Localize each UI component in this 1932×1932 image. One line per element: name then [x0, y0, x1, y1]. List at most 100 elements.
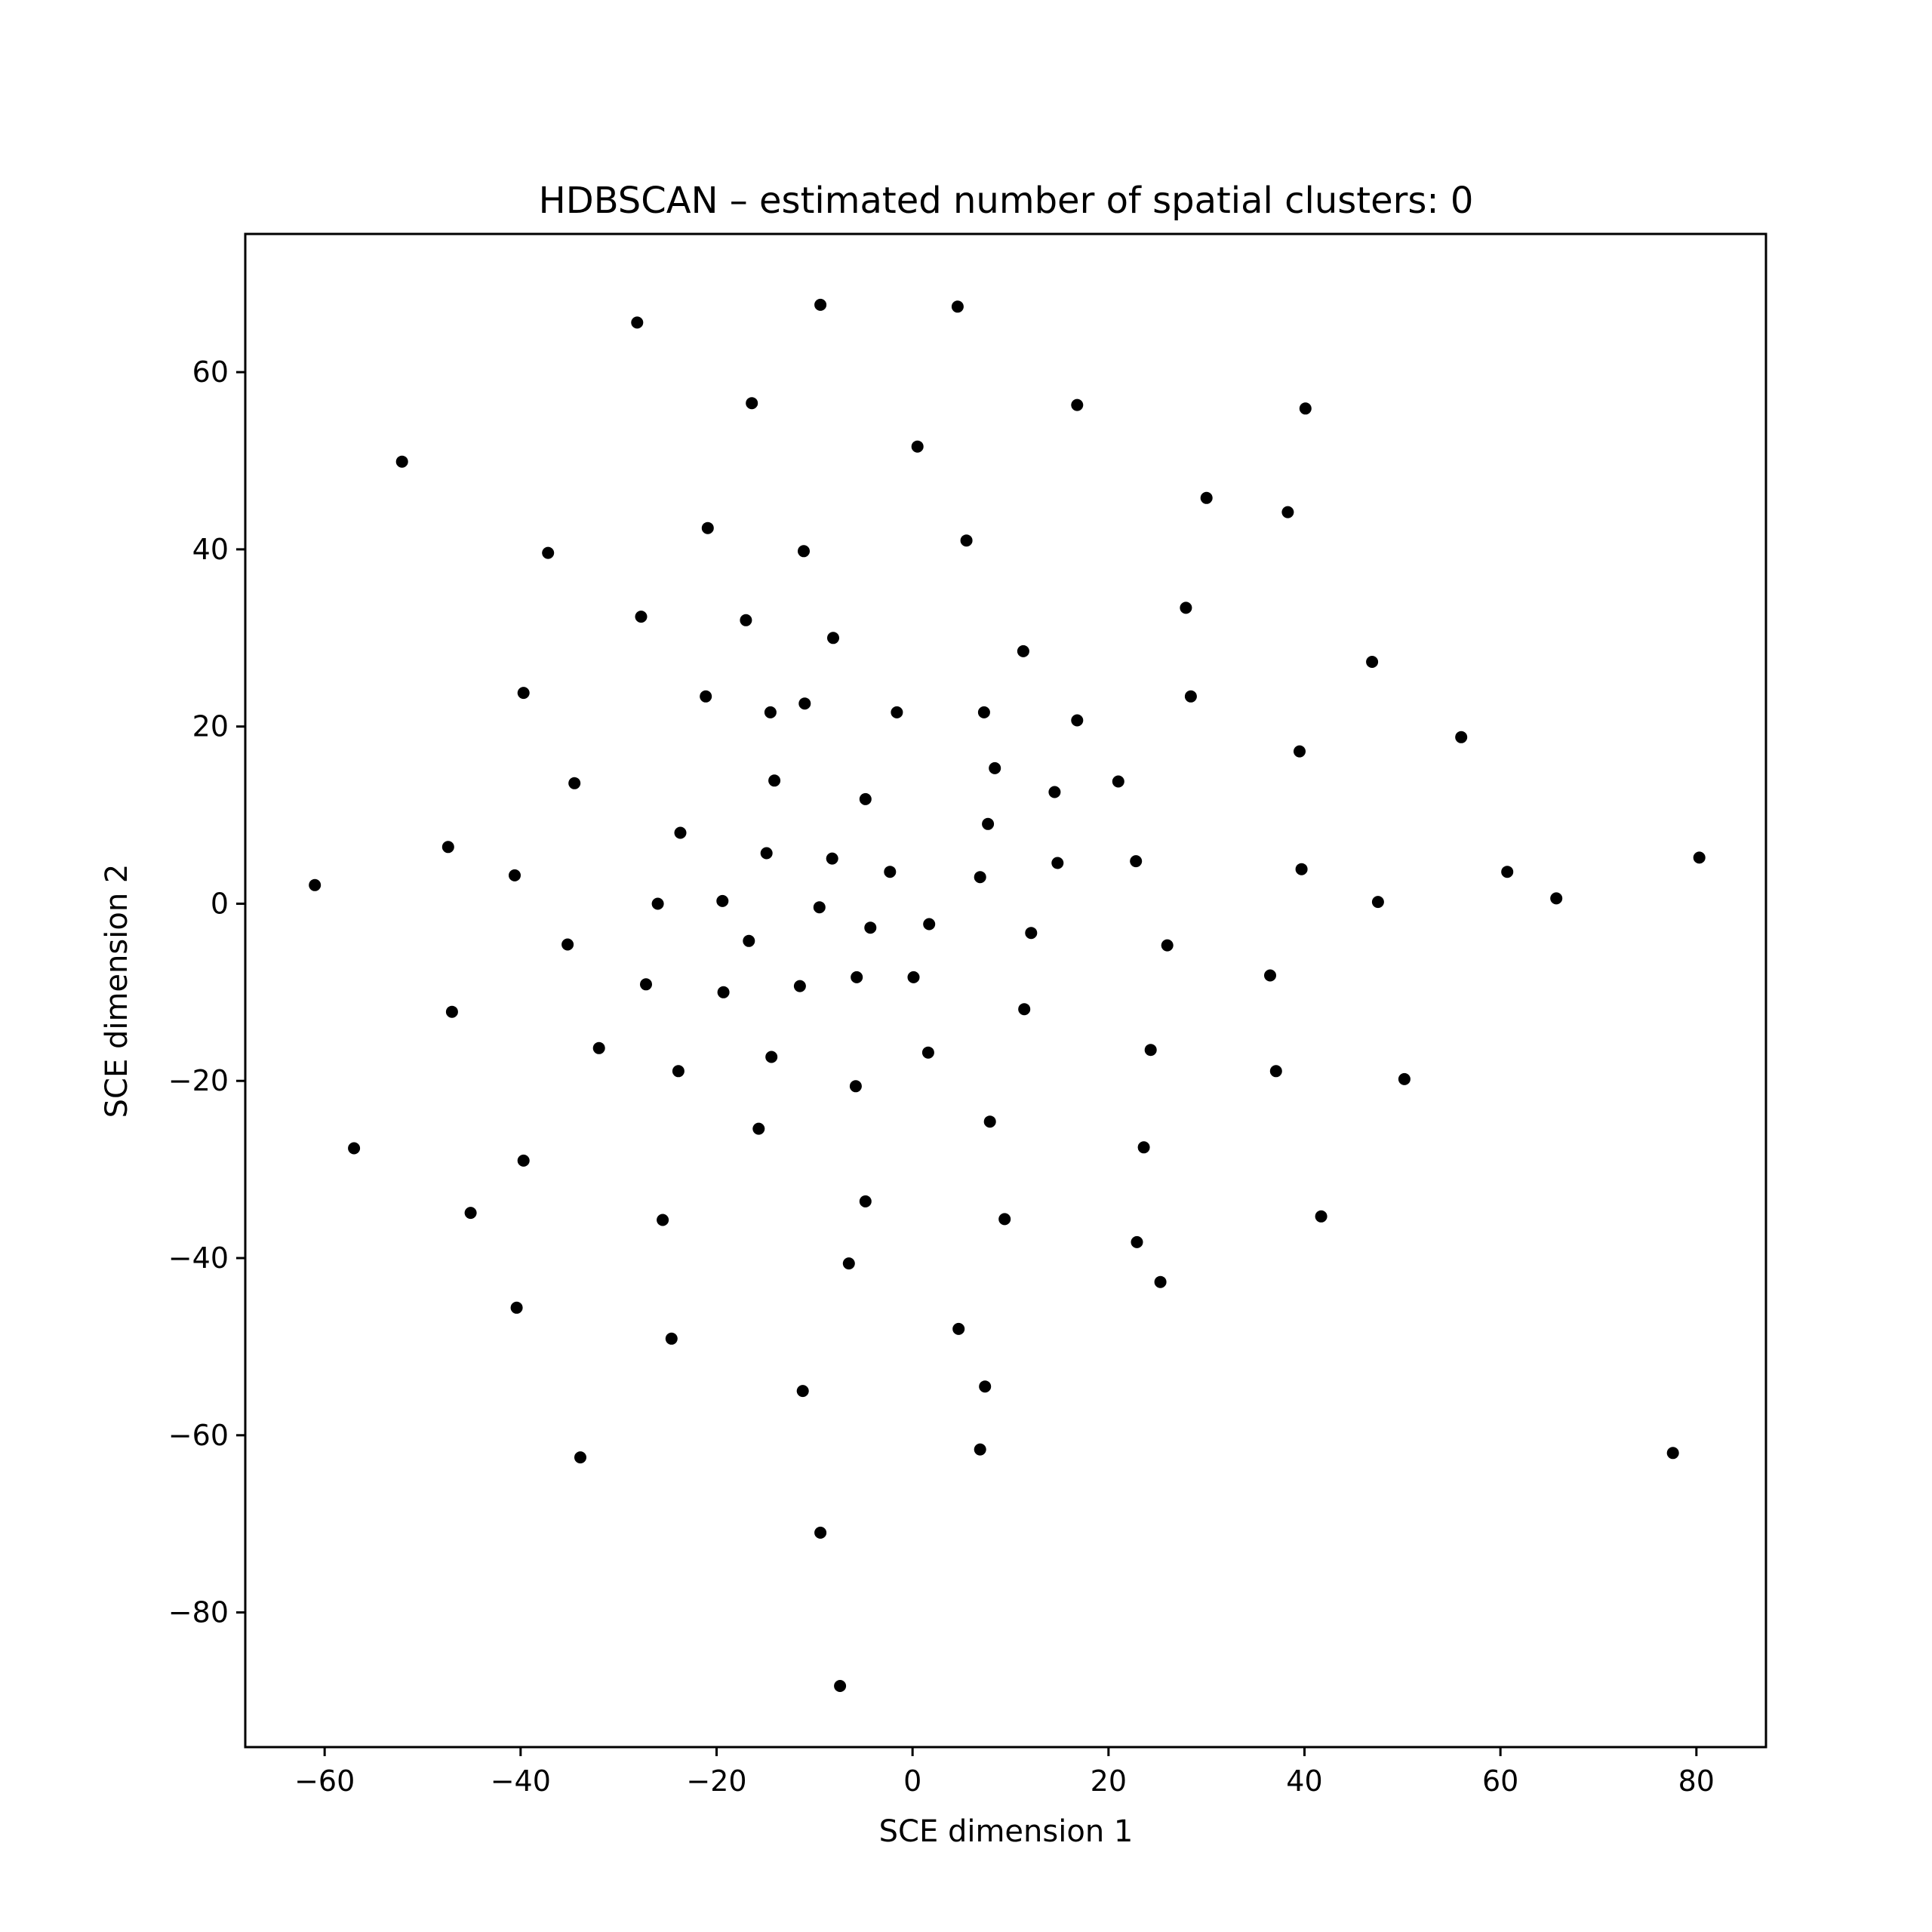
x-axis-ticks: −60 −40 −20 0 20 40 60 80: [294, 1747, 1715, 1798]
data-point-29: [743, 934, 755, 947]
data-point-20: [665, 1332, 678, 1345]
data-point-26: [717, 986, 730, 998]
data-point-37: [793, 980, 806, 992]
x-tick-label: 0: [903, 1764, 921, 1798]
data-point-32: [764, 706, 777, 718]
data-point-16: [635, 611, 648, 623]
data-point-21: [674, 826, 687, 839]
data-point-3: [441, 841, 454, 854]
data-point-66: [989, 761, 1001, 774]
data-point-25: [716, 894, 729, 907]
y-tick-label: 0: [211, 887, 229, 920]
data-point-56: [921, 1046, 934, 1059]
data-point-87: [1281, 506, 1294, 518]
data-point-62: [977, 706, 990, 718]
data-point-11: [568, 777, 581, 789]
x-tick-label: −40: [491, 1764, 551, 1798]
data-point-92: [1366, 656, 1379, 668]
data-point-85: [1264, 969, 1276, 982]
data-point-34: [768, 774, 781, 787]
data-point-91: [1315, 1210, 1327, 1223]
data-point-13: [574, 1451, 586, 1464]
data-point-96: [1501, 866, 1514, 878]
data-point-89: [1295, 863, 1308, 875]
data-point-81: [1161, 939, 1174, 952]
data-point-82: [1180, 601, 1192, 614]
x-tick-label: 20: [1091, 1764, 1127, 1798]
data-point-52: [891, 706, 903, 718]
data-point-2: [395, 455, 408, 468]
y-tick-label: −40: [168, 1241, 229, 1275]
data-point-72: [1051, 857, 1064, 869]
data-point-74: [1071, 714, 1084, 727]
data-point-41: [814, 1526, 827, 1539]
data-point-30: [752, 1122, 765, 1135]
data-point-28: [746, 397, 758, 410]
data-point-58: [952, 1322, 965, 1335]
y-tick-label: 20: [192, 710, 229, 743]
data-point-18: [651, 897, 664, 910]
data-point-44: [834, 1680, 847, 1692]
data-point-77: [1131, 1235, 1143, 1248]
data-point-46: [851, 971, 863, 983]
x-tick-label: −60: [294, 1764, 355, 1798]
data-point-22: [672, 1065, 685, 1078]
data-point-70: [1025, 927, 1038, 940]
data-point-55: [923, 918, 936, 931]
data-point-1: [348, 1142, 361, 1155]
data-point-51: [884, 866, 897, 878]
data-point-83: [1184, 690, 1197, 703]
data-point-38: [796, 1385, 809, 1398]
data-point-35: [798, 545, 810, 558]
data-point-99: [1693, 851, 1706, 864]
data-point-6: [509, 869, 521, 881]
data-point-12: [561, 938, 574, 951]
x-tick-label: −20: [686, 1764, 746, 1798]
data-point-79: [1144, 1044, 1157, 1057]
y-axis-ticks: 60 40 20 0 −20 −40 −60 −80: [168, 355, 245, 1629]
y-axis-label: SCE dimension 2: [100, 864, 134, 1118]
data-point-97: [1550, 892, 1563, 905]
data-point-63: [979, 1380, 992, 1393]
data-point-14: [592, 1041, 605, 1054]
x-tick-label: 40: [1286, 1764, 1322, 1798]
data-point-40: [813, 901, 826, 914]
data-point-17: [640, 978, 652, 991]
data-point-88: [1294, 745, 1306, 758]
data-point-0: [309, 878, 321, 891]
data-point-80: [1154, 1275, 1167, 1288]
data-point-31: [760, 847, 773, 860]
y-tick-label: −80: [168, 1596, 229, 1629]
plot-area-frame: [244, 232, 1767, 1749]
data-point-86: [1269, 1065, 1282, 1078]
y-tick-label: −60: [168, 1419, 229, 1452]
data-point-42: [827, 632, 839, 645]
data-point-65: [983, 1115, 996, 1128]
y-tick-label: −20: [168, 1064, 229, 1097]
data-point-4: [445, 1005, 458, 1018]
y-tick-label: 60: [192, 355, 229, 389]
x-tick-label: 80: [1678, 1764, 1715, 1798]
data-point-19: [657, 1214, 669, 1226]
data-point-45: [842, 1257, 855, 1270]
data-point-76: [1130, 855, 1143, 868]
data-point-33: [765, 1051, 778, 1063]
data-point-90: [1299, 402, 1312, 415]
data-point-60: [974, 871, 986, 884]
data-point-78: [1137, 1141, 1150, 1154]
data-point-53: [907, 971, 920, 983]
x-axis-label: SCE dimension 1: [879, 1814, 1134, 1849]
data-point-94: [1398, 1072, 1411, 1085]
data-point-10: [542, 546, 555, 559]
data-point-68: [1017, 645, 1029, 657]
y-tick-label: 40: [192, 533, 229, 566]
data-point-98: [1666, 1447, 1679, 1460]
data-point-75: [1112, 775, 1124, 788]
data-point-95: [1455, 731, 1468, 743]
data-point-47: [849, 1080, 862, 1093]
data-point-57: [951, 300, 964, 313]
data-point-93: [1371, 896, 1384, 909]
data-point-36: [798, 697, 811, 710]
data-point-61: [974, 1443, 986, 1456]
